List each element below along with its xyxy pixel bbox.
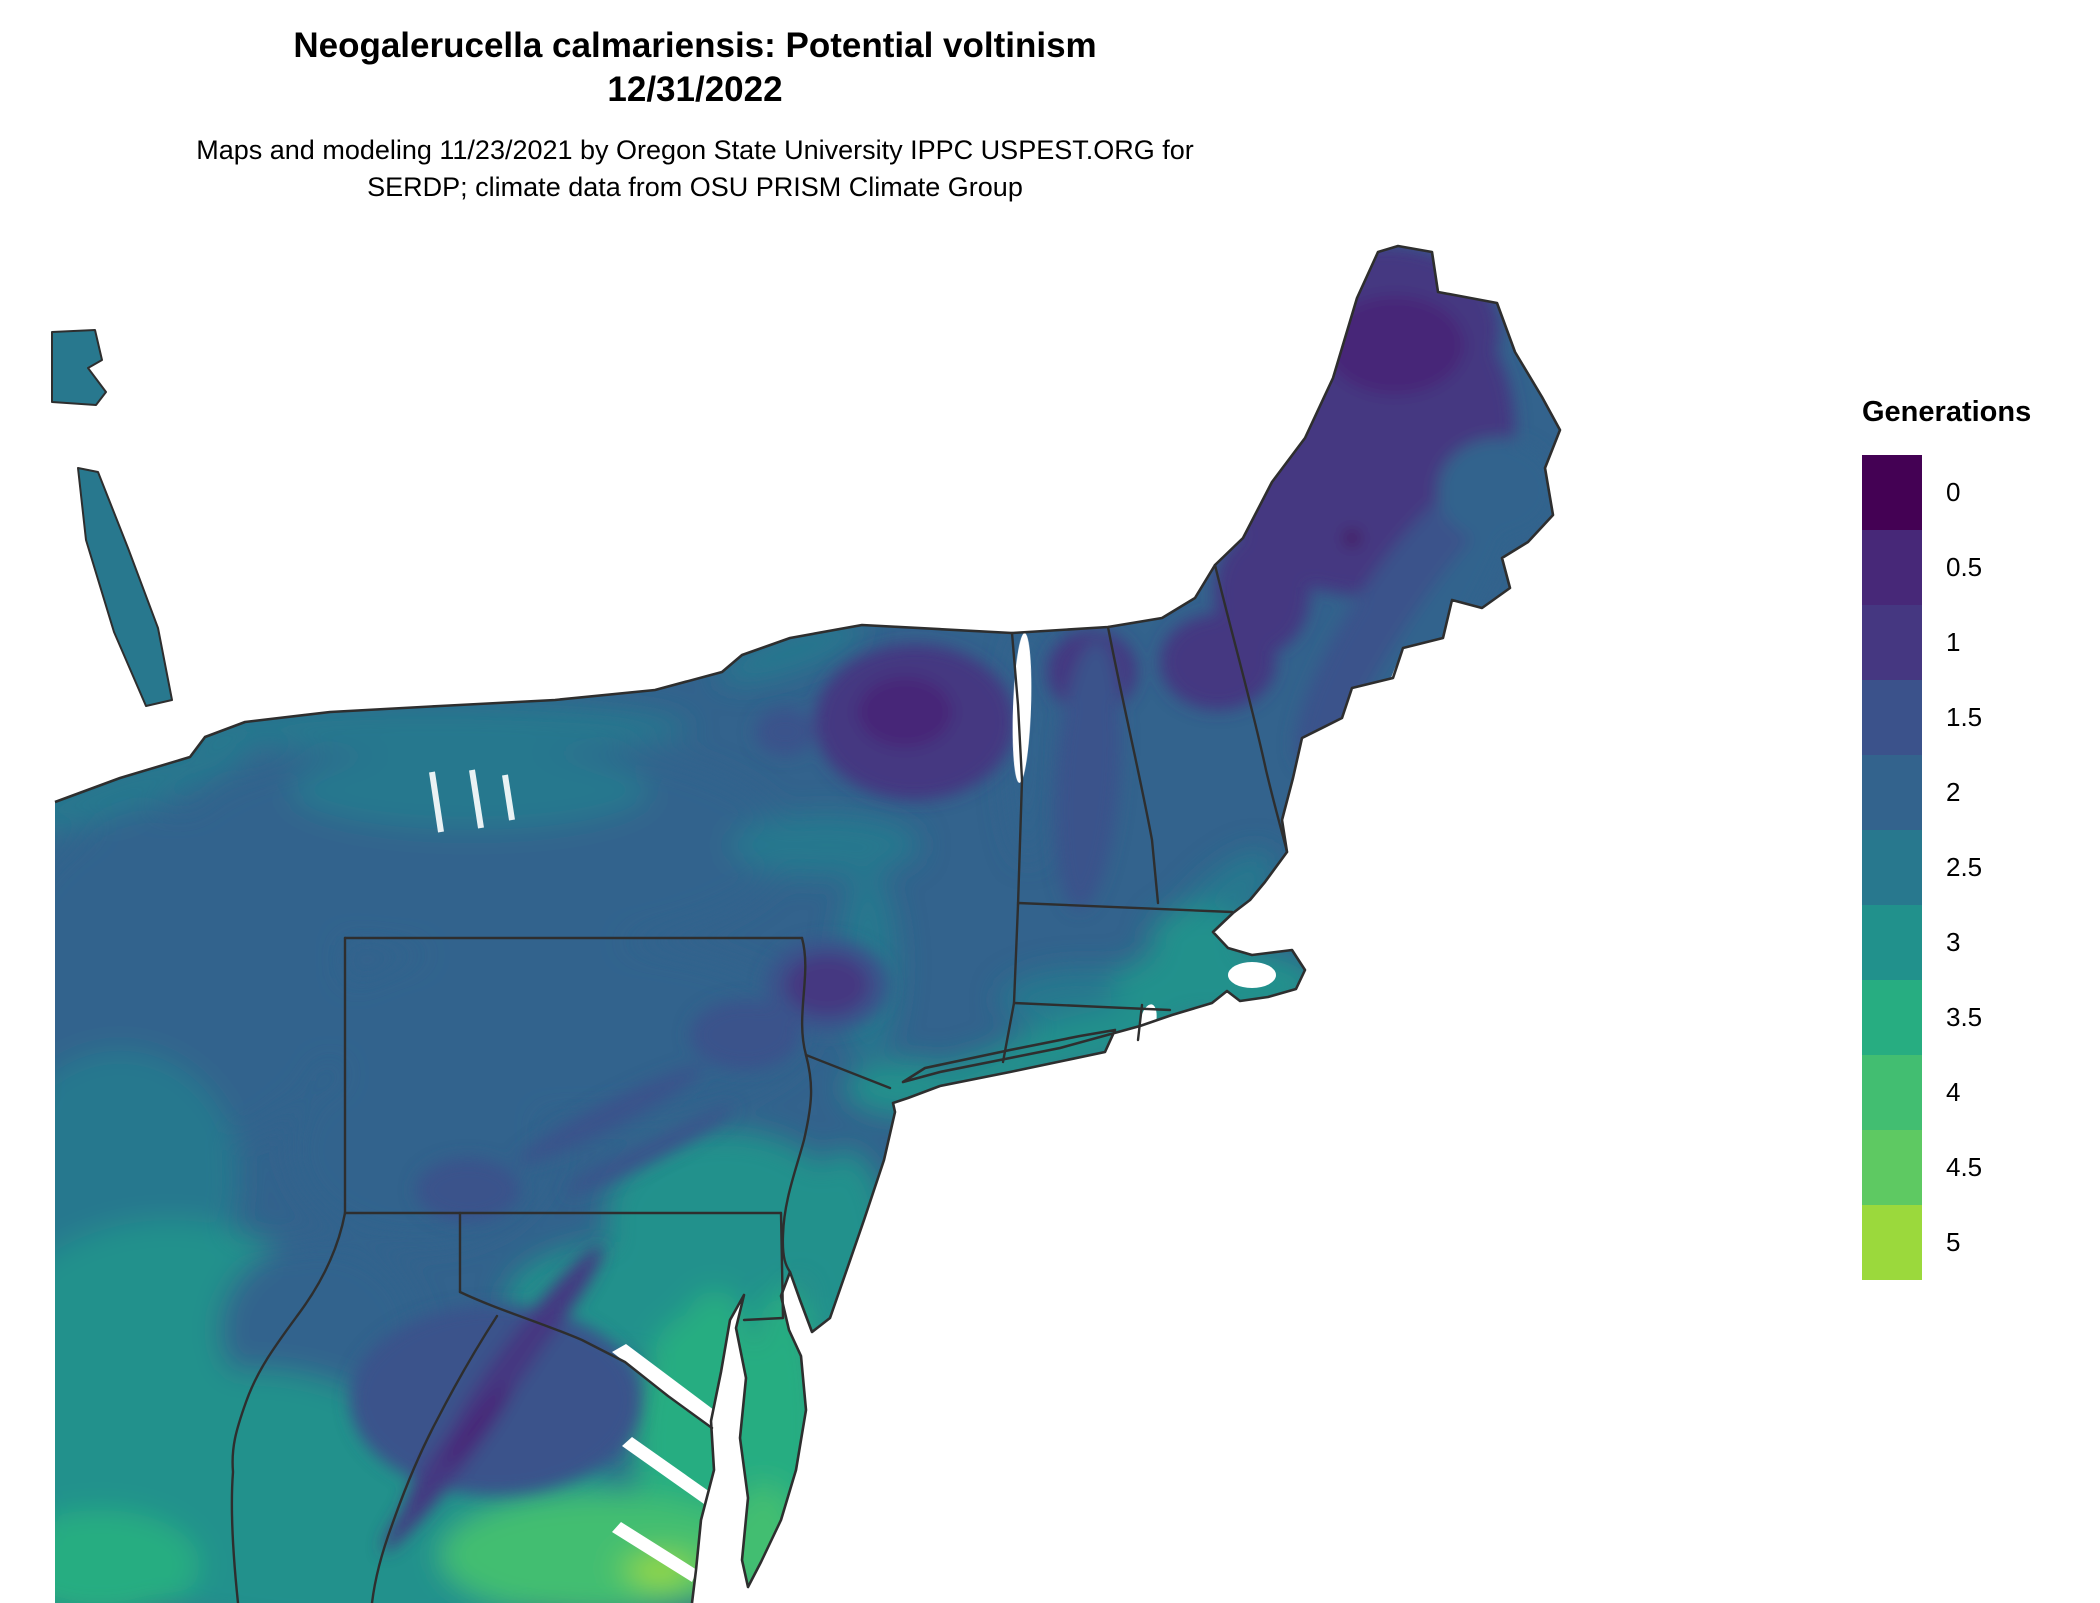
border-delaware-river (781, 936, 813, 1274)
map-region (55, 1510, 200, 1603)
legend-label: 4 (1946, 1077, 1961, 1107)
border-ohio-river (230, 1211, 347, 1603)
border-ma-south (1012, 1001, 1172, 1012)
map-region (727, 1483, 799, 1603)
legend-label: 2.5 (1946, 852, 1983, 882)
border-ma-north (1016, 901, 1234, 914)
legend-entry: 2.5 (1862, 830, 2031, 905)
map-region (730, 813, 920, 877)
map-date: 12/31/2022 (607, 69, 783, 109)
james-river (612, 1522, 697, 1582)
legend-entries: 0 0.5 1 1.5 2 2.5 3 3.5 4 4.5 5 (1862, 455, 2031, 1280)
landmass (55, 246, 1560, 1603)
map-region (55, 739, 254, 837)
legend-swatch (1862, 905, 1922, 980)
caption-line-2: SERDP; climate data from OSU PRISM Clima… (367, 172, 1023, 203)
map-region (1438, 438, 1558, 542)
legend-label: 3 (1946, 927, 1961, 957)
map-region (1054, 640, 1122, 910)
border-ny-nj (804, 1053, 892, 1090)
legend-entry: 4.5 (1862, 1130, 2031, 1205)
map-region (1295, 477, 1495, 767)
water-features (429, 605, 1465, 1582)
map-region (1325, 295, 1465, 395)
map-region (690, 1000, 800, 1070)
header: Neogalerucella calmariensis: Potential v… (0, 24, 1390, 207)
map-region (1214, 530, 1310, 654)
caption-line-1: Maps and modeling 11/23/2021 by Oregon S… (196, 134, 1194, 165)
border-nh-me (1213, 563, 1289, 854)
map-region (857, 676, 953, 748)
border-vt-nh (1106, 625, 1160, 905)
legend-swatch (1862, 680, 1922, 755)
legend-label: 2 (1946, 777, 1961, 807)
canada-fragments (51, 329, 173, 707)
map-caption: Maps and modeling 11/23/2021 by Oregon S… (0, 132, 1390, 208)
legend-entry: 1.5 (1862, 680, 2031, 755)
legend: Generations 0 0.5 1 1.5 2 2.5 3 3.5 4 4.5 5 (1862, 396, 2031, 1280)
map-region (290, 750, 650, 830)
finger-lakes (429, 769, 515, 833)
map-region (755, 708, 815, 756)
border-md-de (742, 1211, 785, 1322)
map-region (416, 1158, 520, 1222)
potomac-river (612, 1344, 722, 1432)
ontario-fragment (51, 329, 107, 406)
legend-label: 0.5 (1946, 552, 1983, 582)
border-wv-va (370, 1314, 499, 1603)
niagara-peninsula (77, 467, 173, 707)
map-region (565, 1105, 735, 1195)
legend-entry: 0.5 (1862, 530, 2031, 605)
legend-swatch (1862, 755, 1922, 830)
border-ny-vt (1010, 631, 1024, 907)
legend-label: 3.5 (1946, 1002, 1983, 1032)
legend-swatch (1862, 1130, 1922, 1205)
map-region (170, 702, 690, 754)
legend-entry: 4 (1862, 1055, 2031, 1130)
legend-label: 1 (1946, 627, 1961, 657)
lake-champlain (1012, 633, 1032, 783)
map-region (290, 1055, 550, 1245)
legend-title: Generations (1862, 396, 2032, 428)
legend-swatch (1862, 980, 1922, 1055)
legend-entry: 0 (1862, 455, 2031, 530)
legend-label: 4.5 (1946, 1152, 1983, 1182)
map-region (445, 1383, 511, 1467)
legend-swatch (1862, 1055, 1922, 1130)
legend-label: 5 (1946, 1227, 1961, 1257)
legend-entry: 2 (1862, 755, 2031, 830)
map-region (516, 1065, 704, 1165)
map-region (717, 620, 867, 684)
legend-entry: 3 (1862, 905, 2031, 980)
legend-entry: 1 (1862, 605, 2031, 680)
rappahannock-river (622, 1437, 710, 1504)
state-borders (230, 563, 1289, 1603)
legend-swatch (1862, 605, 1922, 680)
legend-swatch (1862, 830, 1922, 905)
map-region (1344, 530, 1360, 546)
legend-label: 0 (1946, 477, 1961, 507)
legend-entry: 5 (1862, 1205, 2031, 1280)
map-title: Neogalerucella calmariensis: Potential v… (293, 26, 1097, 65)
border-potomac (458, 1290, 714, 1430)
coastline (54, 244, 1562, 1603)
legend-swatch (1862, 455, 1922, 530)
border-ct-ri (1136, 1003, 1144, 1042)
legend-swatch (1862, 1205, 1922, 1280)
map-region (785, 955, 869, 1015)
legend-label: 1.5 (1946, 702, 1983, 732)
legend-swatch (1862, 530, 1922, 605)
legend-entry: 3.5 (1862, 980, 2031, 1055)
cape-cod-bay (1228, 962, 1276, 988)
